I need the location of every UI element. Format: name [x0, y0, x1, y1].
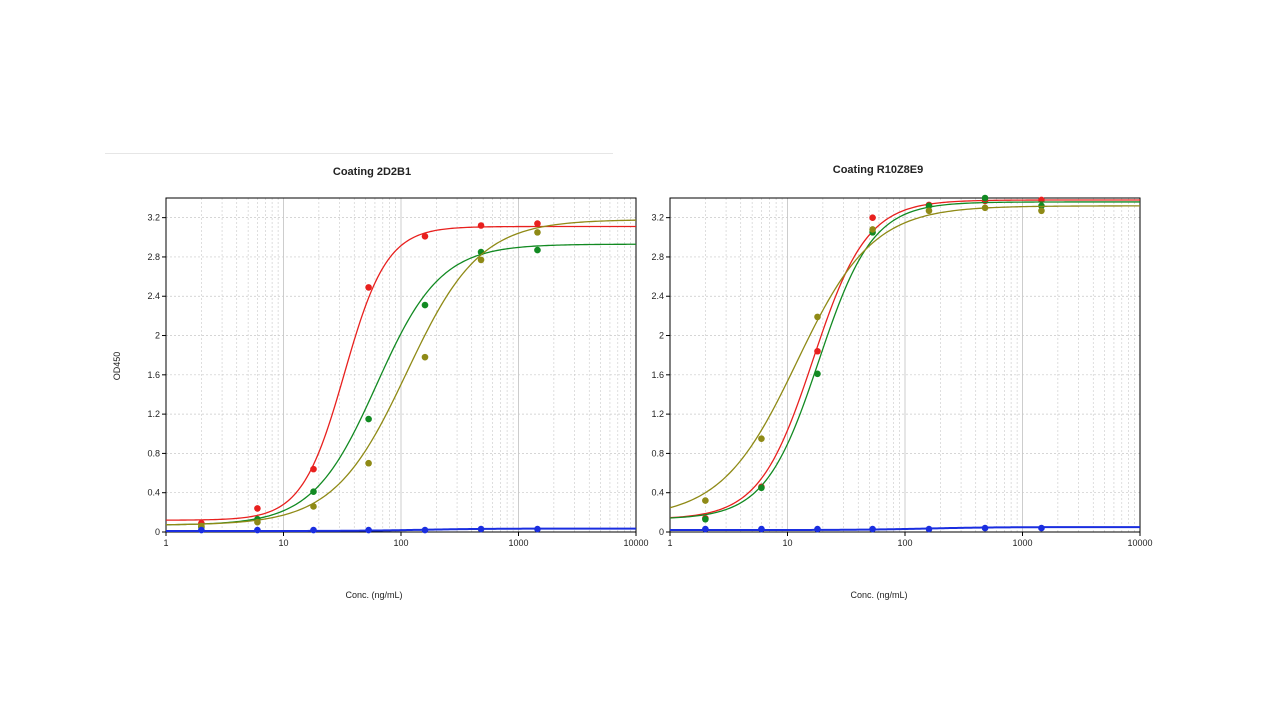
- data-point-blue: [477, 525, 485, 533]
- y-tick-label: 2.4: [147, 291, 160, 301]
- y-tick-label: 3.2: [147, 213, 160, 223]
- y-tick-label: 1.2: [651, 409, 664, 419]
- data-point-green: [981, 194, 989, 202]
- data-point-blue: [758, 525, 765, 533]
- fit-curve-red: [166, 225, 636, 521]
- data-point-green: [925, 202, 933, 210]
- y-axis-label: OD450: [112, 352, 122, 381]
- fit-curve-blue: [670, 526, 1140, 532]
- y-tick-label: 1.6: [651, 370, 664, 380]
- x-axis-label: Conc. (ng/mL): [850, 590, 907, 600]
- x-tick-label: 100: [393, 538, 408, 548]
- y-tick-label: 1.6: [147, 370, 160, 380]
- chart-title: Coating R10Z8E9: [833, 164, 923, 176]
- x-axis-label: Conc. (ng/mL): [345, 590, 402, 600]
- data-point-green: [365, 415, 372, 423]
- data-point-blue: [421, 526, 429, 534]
- data-point-red: [365, 284, 372, 291]
- data-point-green: [758, 484, 765, 492]
- y-tick-label: 0: [659, 527, 664, 537]
- data-point-olive: [702, 497, 709, 504]
- data-point-green: [310, 488, 317, 496]
- data-point-red: [421, 233, 429, 240]
- data-point-olive: [925, 207, 933, 215]
- data-point-olive: [869, 226, 876, 233]
- data-point-blue: [981, 524, 989, 532]
- data-point-red: [869, 214, 876, 221]
- fit-curve-red: [670, 199, 1140, 519]
- y-tick-label: 2: [155, 331, 160, 341]
- data-point-blue: [869, 525, 876, 533]
- data-point-blue: [198, 526, 205, 534]
- data-point-olive: [310, 503, 317, 510]
- data-point-olive: [477, 256, 485, 264]
- y-tick-label: 3.2: [651, 213, 664, 223]
- data-point-red: [254, 505, 261, 512]
- y-tick-label: 0.4: [651, 488, 664, 498]
- data-point-blue: [365, 526, 372, 534]
- x-tick-label: 10000: [623, 538, 648, 548]
- data-point-olive: [814, 313, 821, 321]
- data-point-blue: [1038, 524, 1045, 532]
- plot-area: 0 0.4 0.8 1.2 1.6 2 2.4 2.8 3.2 1 10 100 1000 10000: [651, 194, 1153, 548]
- x-tick-label: 1: [667, 538, 672, 548]
- data-point-blue: [310, 526, 317, 534]
- data-point-olive: [1038, 207, 1045, 215]
- data-point-red: [477, 222, 485, 229]
- chart-title: Coating 2D2B1: [333, 166, 411, 178]
- y-tick-label: 1.2: [147, 409, 160, 419]
- y-tick-label: 0: [155, 527, 160, 537]
- data-point-red: [534, 220, 541, 227]
- data-point-blue: [534, 525, 541, 533]
- data-point-olive: [254, 518, 261, 526]
- data-point-blue: [254, 526, 261, 534]
- data-point-green: [421, 301, 429, 309]
- data-point-olive: [421, 353, 429, 361]
- y-tick-label: 2.8: [147, 252, 160, 262]
- data-point-green: [702, 515, 709, 523]
- chart-coating-2d2b1: Coating 2D2B1 OD450 Conc. (ng/mL) 0 0.4 0.…: [112, 166, 649, 600]
- fit-curve-green: [670, 201, 1140, 519]
- x-tick-label: 10: [782, 538, 792, 548]
- x-tick-label: 10: [278, 538, 288, 548]
- data-point-blue: [702, 525, 709, 533]
- x-tick-label: 1000: [508, 538, 528, 548]
- data-point-olive: [758, 435, 765, 442]
- y-tick-label: 2: [659, 331, 664, 341]
- data-point-olive: [365, 459, 372, 467]
- x-tick-label: 1000: [1012, 538, 1032, 548]
- y-tick-label: 2.8: [651, 252, 664, 262]
- data-point-green: [814, 370, 821, 378]
- y-tick-label: 0.4: [147, 488, 160, 498]
- data-point-blue: [925, 525, 933, 533]
- y-tick-label: 0.8: [147, 448, 160, 458]
- data-point-olive: [981, 204, 989, 212]
- data-point-red: [814, 347, 821, 355]
- data-point-red: [310, 465, 317, 473]
- data-point-olive: [534, 229, 541, 236]
- chart-coating-r10z8e9: Coating R10Z8E9 Conc. (ng/mL) 0 0.4 0.8 1.2…: [651, 164, 1152, 600]
- divider-line: [105, 153, 613, 154]
- y-tick-label: 2.4: [651, 291, 664, 301]
- data-point-green: [534, 246, 541, 254]
- x-tick-label: 100: [897, 538, 912, 548]
- plot-area: 0 0.4 0.8 1.2 1.6 2 2.4 2.8 3.2 1 10 100 1000 10000: [147, 197, 649, 548]
- data-point-blue: [814, 525, 821, 533]
- x-tick-label: 1: [163, 538, 168, 548]
- fit-curve-olive: [670, 205, 1140, 509]
- y-tick-label: 0.8: [651, 448, 664, 458]
- fit-curve-olive: [166, 219, 636, 526]
- fit-curve-green: [166, 243, 636, 526]
- fit-curve-blue: [166, 527, 636, 532]
- x-tick-label: 10000: [1127, 538, 1152, 548]
